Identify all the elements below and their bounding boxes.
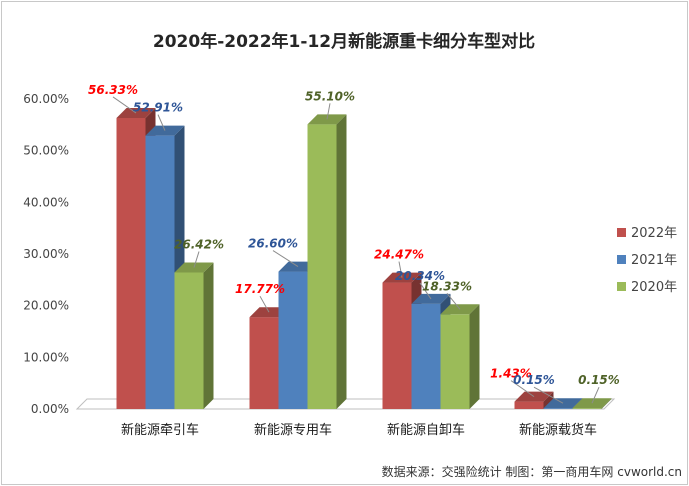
legend-swatch: [617, 255, 626, 264]
bar: [116, 117, 146, 409]
y-tick-label: 40.00%: [23, 195, 69, 209]
category-label: 新能源牵引车: [121, 422, 199, 438]
label-leader-line: [419, 282, 432, 300]
source-note: 数据来源：交强险统计 制图：第一商用车网 cvworld.cn: [382, 464, 682, 479]
data-label: 26.60%: [248, 237, 298, 251]
bar: [145, 135, 175, 410]
label-leader-line: [272, 250, 299, 267]
bar-side: [601, 398, 612, 409]
bar-side: [469, 304, 480, 409]
label-leader-line: [157, 114, 166, 131]
bar: [174, 272, 204, 409]
category-label: 新能源自卸车: [387, 422, 465, 438]
label-leader-line: [193, 251, 200, 268]
y-tick-label: 20.00%: [23, 299, 69, 313]
label-leader-line: [398, 261, 403, 278]
legend-label: 2020年: [631, 280, 677, 295]
data-label: 56.33%: [88, 83, 138, 97]
label-leader-line: [112, 96, 137, 114]
chart-title: 2020年-2022年1-12月新能源重卡细分车型对比: [153, 31, 535, 52]
label-leader-line: [446, 292, 461, 310]
bar: [382, 282, 412, 409]
bar: [249, 317, 279, 409]
category-label: 新能源专用车: [254, 422, 332, 438]
y-tick-label: 10.00%: [23, 350, 69, 364]
data-label: 0.15%: [578, 373, 620, 387]
data-label: 1.43%: [490, 367, 532, 381]
legend-swatch: [617, 282, 626, 291]
data-label: 18.33%: [422, 279, 472, 293]
axis-layer: 0.00% 10.00% 20.00% 30.00% 40.00% 50.00% 60.00…: [23, 92, 616, 438]
category-label: 新能源载货车: [519, 422, 597, 438]
legend-swatch: [617, 228, 626, 237]
y-tick-label: 30.00%: [23, 247, 69, 261]
y-tick-label: 60.00%: [23, 92, 69, 106]
labels-layer: 56.33% 17.77% 24.47% 1.43% 52.91% 26.60% 20.34…: [88, 83, 620, 404]
label-leader-line: [326, 103, 331, 120]
data-label: 0.15%: [513, 373, 555, 387]
legend-label: 2022年: [631, 226, 677, 241]
bar: [440, 314, 470, 409]
bar: [307, 124, 337, 410]
data-label: 26.42%: [174, 237, 224, 251]
data-label: 52.91%: [133, 101, 183, 115]
label-leader-line: [259, 295, 270, 313]
legend: 2022年 2021年 2020年: [617, 226, 677, 295]
bar: [572, 408, 602, 409]
bar: [514, 401, 544, 409]
bar: [278, 271, 308, 409]
label-leader-line: [591, 387, 600, 404]
bar-side: [203, 262, 214, 409]
data-label: 24.47%: [374, 248, 424, 262]
data-label: 55.10%: [305, 89, 355, 103]
bar: [411, 303, 441, 409]
bars-layer: [116, 107, 612, 410]
y-tick-label: 0.00%: [31, 402, 69, 416]
label-leader-line: [533, 386, 564, 404]
legend-label: 2021年: [631, 253, 677, 268]
bar-side: [336, 114, 347, 410]
bar-side: [543, 391, 554, 409]
label-leader-line: [510, 380, 535, 398]
data-label: 17.77%: [235, 282, 285, 296]
data-label: 20.34%: [395, 269, 445, 283]
bar: [543, 408, 573, 409]
y-tick-label: 50.00%: [23, 144, 69, 158]
